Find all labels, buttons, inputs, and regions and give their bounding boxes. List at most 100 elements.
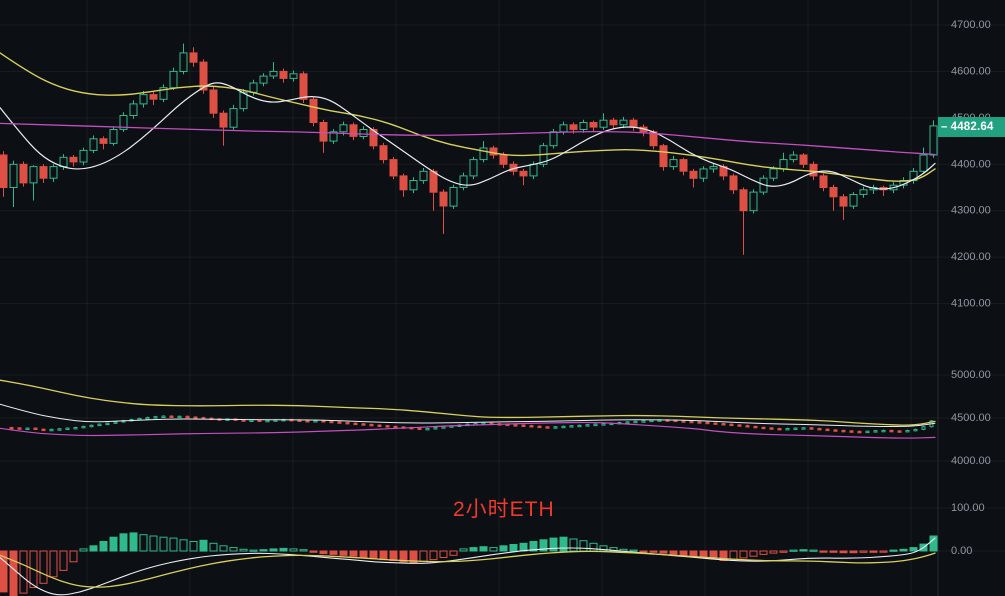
mini-candle-up: [801, 427, 806, 430]
mini-candle-down: [681, 420, 686, 423]
macd-bar-negative: [719, 550, 728, 561]
mini-candle-down: [345, 422, 350, 425]
macd-bar-positive: [149, 535, 158, 552]
macd-bar-negative: [669, 550, 678, 555]
macd-bar-negative: [319, 550, 328, 555]
candle-up: [459, 175, 468, 188]
candle-up: [469, 159, 478, 177]
price-tick-dash: –: [941, 121, 948, 133]
candle-up: [249, 82, 258, 93]
mini-candle-up: [49, 428, 54, 432]
macd-bar-negative: [9, 550, 18, 596]
mini-candle-down: [809, 427, 814, 430]
mini-candle-down: [777, 428, 782, 431]
macd-bar-positive: [559, 536, 568, 552]
candle-up: [139, 94, 148, 105]
macd-bar-positive: [139, 534, 148, 552]
mini-candle-up: [921, 426, 926, 430]
macd-bar-negative: [879, 550, 888, 553]
candle-down: [499, 154, 508, 165]
candle-up: [849, 194, 858, 207]
mini-candle-up: [25, 427, 30, 431]
candle-down: [799, 154, 808, 165]
macd-bar-positive: [109, 536, 118, 552]
candle-up: [859, 189, 868, 195]
mini-candle-down: [697, 421, 702, 424]
mini-candle-down: [361, 423, 366, 426]
mini-candle-up: [145, 417, 150, 420]
mini-candle-up: [569, 425, 574, 428]
candle-up: [929, 125, 938, 156]
macd-bar-positive: [289, 548, 298, 552]
candle-up: [619, 119, 628, 126]
mini-candle-down: [321, 420, 326, 423]
mini-candle-up: [65, 427, 70, 431]
mini-candle-up: [561, 425, 566, 429]
candle-down: [629, 119, 638, 128]
price-tick-label: 4200.00: [951, 251, 991, 263]
macd-bar-positive: [629, 549, 638, 552]
candle-up: [579, 122, 588, 130]
macd-bar-negative: [399, 550, 408, 563]
mini-candle-down: [393, 425, 398, 429]
macd-bar-positive: [219, 545, 228, 552]
mini-candle-down: [897, 430, 902, 433]
mini-candle-up: [137, 417, 142, 421]
mini-candle-up: [553, 426, 558, 429]
mini-candle-up: [105, 422, 110, 426]
macd-bar-negative: [379, 550, 388, 561]
mini-candle-up: [873, 430, 878, 433]
ma-white-line: [0, 403, 936, 427]
macd-bar-negative: [639, 550, 648, 553]
candle-down: [319, 122, 328, 142]
macd-bar-positive: [929, 535, 938, 552]
macd-bar-positive: [539, 539, 548, 552]
mini-candle-up: [153, 416, 158, 419]
mini-candle-up: [649, 419, 654, 423]
mini-candle-down: [769, 427, 774, 430]
macd-bar-negative: [429, 550, 438, 561]
macd-bar-positive: [269, 548, 278, 552]
candle-up: [329, 131, 338, 142]
candle-down: [439, 191, 448, 207]
candle-up: [709, 166, 718, 170]
candle-down: [659, 145, 668, 168]
mini-candle-up: [177, 415, 182, 419]
overview-candlestick-panel: [0, 379, 936, 439]
candle-down: [489, 147, 498, 156]
macd-bar-negative: [389, 550, 398, 561]
macd-bar-positive: [79, 548, 88, 552]
candle-up: [699, 168, 708, 179]
macd-bar-positive: [509, 544, 518, 552]
macd-bar-negative: [869, 550, 878, 553]
macd-bar-negative: [819, 550, 828, 553]
macd-bar-negative: [59, 550, 68, 571]
macd-bar-negative: [369, 550, 378, 560]
macd-bar-negative: [339, 550, 348, 556]
macd-bar-positive: [469, 547, 478, 552]
last-price-badge[interactable]: – 4482.64: [938, 117, 1005, 137]
candle-up: [259, 75, 268, 84]
macd-bar-positive: [549, 537, 558, 552]
mini-candle-down: [241, 419, 246, 422]
candle-down: [219, 112, 228, 128]
macd-bar-negative: [659, 550, 668, 554]
mini-candle-up: [593, 423, 598, 427]
last-price-value: 4482.64: [950, 121, 994, 133]
price-axis[interactable]: 4700.00 4600.00 4500.00 4400.00 4300.00 4200.…: [951, 19, 991, 557]
mini-candle-down: [721, 423, 726, 426]
candle-up: [769, 168, 778, 179]
candle-down: [299, 73, 308, 100]
macd-bar-positive: [529, 541, 538, 552]
macd-bar-negative: [69, 550, 78, 563]
candle-up: [529, 163, 538, 177]
macd-bar-positive: [229, 547, 238, 552]
mini-candle-down: [17, 427, 22, 430]
mini-candle-down: [297, 419, 302, 423]
macd-bar-positive: [89, 545, 98, 552]
mini-candle-down: [737, 424, 742, 427]
mini-candle-up: [905, 430, 910, 433]
mini-candle-up: [113, 421, 118, 424]
